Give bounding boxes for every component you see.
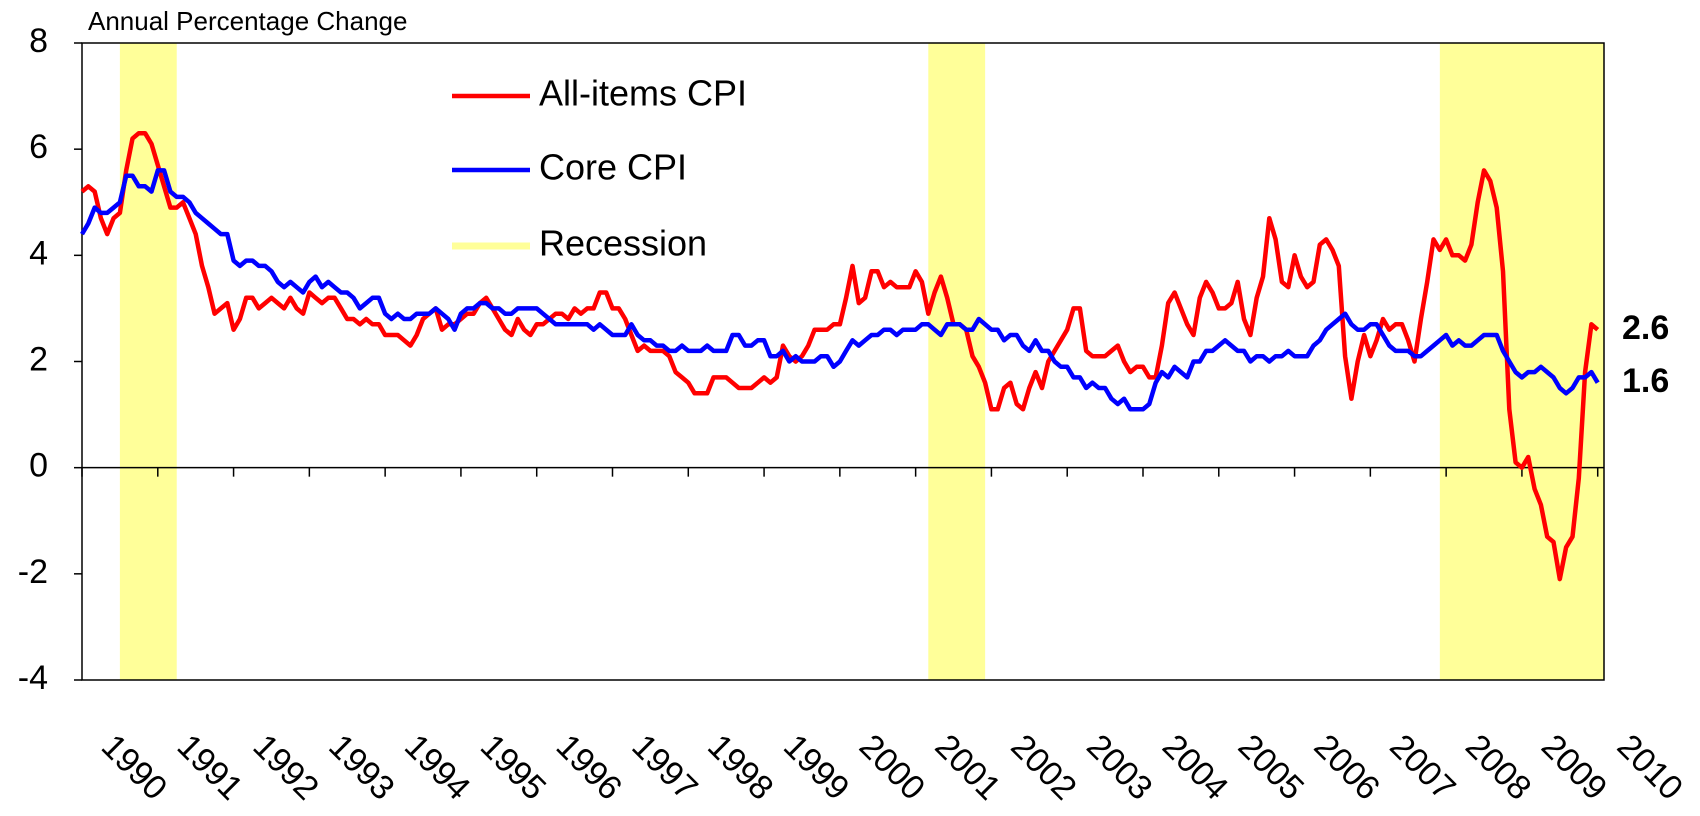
x-tick-label: 2009 [1534, 727, 1614, 807]
y-tick-label: -4 [18, 659, 48, 697]
x-tick-label: 1999 [776, 727, 856, 807]
x-tick-label: 1996 [549, 727, 629, 807]
y-tick-label: 0 [29, 447, 48, 485]
chart-title: Annual Percentage Change [88, 6, 407, 36]
x-tick-label: 2008 [1458, 727, 1538, 807]
x-tick-label: 2001 [928, 727, 1008, 807]
x-tick-label: 2006 [1307, 727, 1387, 807]
y-tick-label: -2 [18, 553, 48, 591]
end-value-label: 2.6 [1622, 309, 1669, 347]
x-tick-label: 1994 [397, 727, 477, 807]
x-tick-label: 2004 [1155, 727, 1235, 807]
x-tick-label: 1993 [321, 727, 401, 807]
end-value-label: 1.6 [1622, 362, 1669, 400]
y-tick-label: 6 [29, 128, 48, 166]
x-tick-label: 2010 [1610, 727, 1690, 807]
y-tick-label: 2 [29, 340, 48, 378]
x-tick-label: 2003 [1079, 727, 1159, 807]
x-tick-label: 2007 [1382, 727, 1462, 807]
legend-label: Core CPI [539, 147, 687, 188]
x-tick-label: 2002 [1003, 727, 1083, 807]
y-tick-label: 8 [29, 22, 48, 60]
x-tick-label: 1998 [700, 727, 780, 807]
x-tick-label: 1990 [94, 727, 174, 807]
legend-label: Recession [539, 223, 707, 264]
plot-frame [81, 42, 1605, 681]
legend-label: All-items CPI [539, 73, 747, 114]
series-line [80, 130, 1600, 582]
x-tick-label: 2005 [1231, 727, 1311, 807]
x-tick-label: 2000 [852, 727, 932, 807]
series-line [80, 168, 1600, 412]
recession-band [1439, 43, 1604, 680]
x-tick-label: 1995 [473, 727, 553, 807]
x-tick-label: 1991 [170, 727, 250, 807]
y-tick-label: 4 [29, 234, 48, 272]
x-tick-label: 1997 [624, 727, 704, 807]
x-tick-label: 1992 [246, 727, 326, 807]
